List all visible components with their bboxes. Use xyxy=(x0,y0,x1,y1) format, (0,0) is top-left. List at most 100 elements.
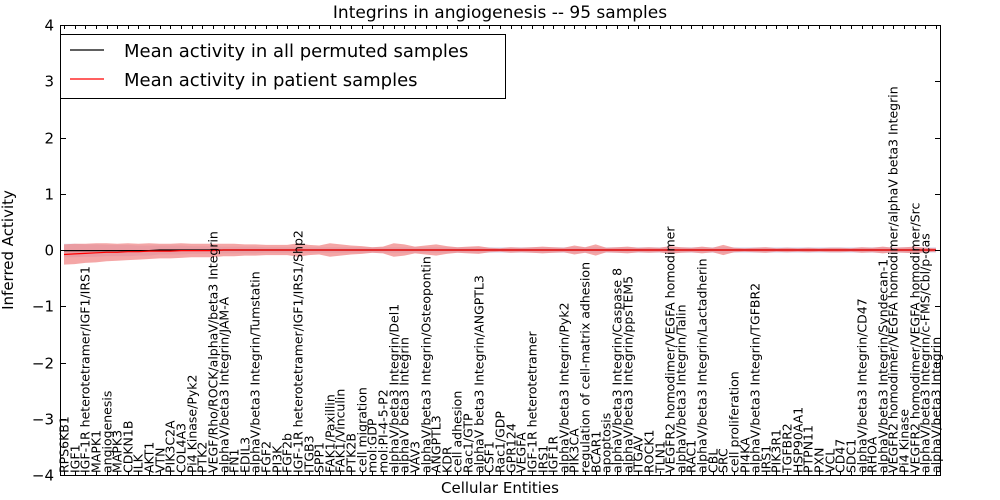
x-tick-label: mol:GDP xyxy=(365,418,380,473)
x-tick-label: FN1 xyxy=(227,449,242,474)
x-tick-label: alphaV beta3 Integrin xyxy=(397,337,412,473)
x-tick-label: cell proliferation xyxy=(727,371,742,473)
x-tick-label: IRS1 xyxy=(759,445,774,473)
x-tick-label: IGF1 xyxy=(68,444,83,473)
x-tick-label: PXN xyxy=(812,448,827,473)
x-tick-label: alphaV/beta3 Integrin/Lactadherin xyxy=(695,258,710,473)
band-patient xyxy=(64,243,936,265)
line-patient xyxy=(63,249,936,256)
y-tick-label: −3 xyxy=(32,411,54,429)
x-tick-label: ILK xyxy=(131,453,146,473)
x-axis xyxy=(64,25,937,475)
x-tick-label: mol:PI-4-5-P2 xyxy=(376,389,391,473)
y-tick-label: −2 xyxy=(32,355,54,373)
x-tick-label: TGFBR2 xyxy=(780,423,795,474)
x-tick-label: cell adhesion xyxy=(450,391,465,473)
series-lines xyxy=(63,249,936,256)
x-tick-label: FAK1/Vinculin xyxy=(333,389,348,473)
x-tick-label: HSP90AA1 xyxy=(791,407,806,473)
x-tick-label: alphaV/beta3 Integrin/Pyk2 xyxy=(557,302,572,473)
y-tick-label: 3 xyxy=(44,73,54,91)
x-tick-label: alphaV/beta3 Integrin/Del1 xyxy=(387,304,402,473)
x-tick-label: IGF-1R heterotetramer/IGF1/IRS1 xyxy=(78,266,93,473)
x-tick-label: IGF-1R heterotetramer xyxy=(525,330,540,473)
x-tick-label: MAPK3 xyxy=(110,430,125,473)
x-tick-label: PI4KA xyxy=(738,437,753,473)
y-tick-label: 4 xyxy=(44,17,54,35)
x-tick-label: IGF1R xyxy=(546,435,561,473)
x-tick-label: Rac1/GTP xyxy=(461,413,476,473)
x-tick-label: ROCK1 xyxy=(642,430,657,473)
x-tick-label: CBL xyxy=(706,449,721,473)
legend: Mean activity in all permuted samples Me… xyxy=(60,34,506,99)
x-tick-label: KDR xyxy=(440,446,455,473)
x-tick-label: IRS1 xyxy=(536,445,551,473)
x-tick-label: PTK2 xyxy=(195,442,210,473)
x-tick-label: regulation of cell-matrix adhesion xyxy=(578,262,593,473)
x-tick-label: alphaV/beta3 Integrin/ppsTEM5 xyxy=(621,276,636,473)
x-tick-label: VAV3 xyxy=(408,441,423,473)
x-tick-label: COL4A3 xyxy=(174,423,189,473)
x-tick-label: alphaV/beta3 Integrin/JAM-A xyxy=(217,297,232,473)
x-tick-label: alphaV/beta3 Integrin/c-FMS/Cbl/p-cas xyxy=(918,233,933,473)
x-tick-label: alphaV/beta3 Integrin/Tumstatin xyxy=(248,271,263,473)
x-tick-label: apoptosis xyxy=(599,413,614,473)
x-tick-label: ITGB3 xyxy=(302,435,317,473)
x-tick-label: RPS6KB1 xyxy=(57,416,72,473)
x-tick-label: CDKN1B xyxy=(121,421,136,473)
x-tick-label: VEGF/Rho/ROCK/alphaV/beta3 Integrin xyxy=(206,231,221,473)
x-tick-label: VEGFR2 homodimer/VEGFA homodimer/Src xyxy=(908,203,923,473)
x-tick-label: cell migration xyxy=(355,387,370,473)
x-tick-label: AKT1 xyxy=(142,442,157,473)
x-tick-label: SRC xyxy=(716,448,731,473)
x-tick-label: VCL xyxy=(823,449,838,473)
x-tick-label: ANGPTL3 xyxy=(429,415,444,473)
x-tick-label: IGF-1R heterotetramer/IGF1/IRS1/Shp2 xyxy=(291,230,306,473)
chart-title: Integrins in angiogenesis -- 95 samples xyxy=(333,3,667,23)
x-tick-label: alphaV/beta3 Integrin/Osteopontin xyxy=(419,256,434,473)
x-tick-label: Pi4 Kinase xyxy=(897,409,912,473)
x-tick-label: PIK3C2A xyxy=(163,420,178,473)
legend-label-permuted: Mean activity in all permuted samples xyxy=(124,41,468,62)
x-tick-label: FGF2b xyxy=(280,433,295,473)
x-tick-label: SPP1 xyxy=(312,442,327,473)
legend-box xyxy=(60,34,506,99)
x-tick-label: MAPK1 xyxy=(89,430,104,473)
x-tick-label: PTPN11 xyxy=(801,425,816,473)
x-tick-label: VEGFA xyxy=(514,432,529,473)
x-tick-label: VEGFR2 homodimer/VEGFA homodimer xyxy=(663,226,678,473)
x-tick-label: SDC1 xyxy=(844,439,859,473)
x-tick-label: FAK1/Paxillin xyxy=(323,394,338,473)
x-tick-label: FGF2 xyxy=(259,441,274,473)
x-tick-label: alphaV/beta3 Integrin/Talin xyxy=(674,305,689,474)
x-tick-label: TLN1 xyxy=(653,441,668,474)
y-axis: −4 −3 −2 −1 0 1 2 3 4 xyxy=(32,17,940,485)
x-tick-label: GPR124 xyxy=(504,423,519,473)
y-tick-label: 1 xyxy=(44,186,54,204)
x-axis-label: Cellular Entities xyxy=(441,479,559,497)
x-tick-label: RHOA xyxy=(865,436,880,473)
y-tick-label: 0 xyxy=(44,242,54,260)
x-tick-label: alphaV beta3 Integrin/ANGPTL3 xyxy=(472,275,487,473)
x-tick-label: Rac1/GDP xyxy=(493,411,508,473)
x-tick-label: VTN xyxy=(153,447,168,473)
x-tick-label: alphaV/beta3 Integrin xyxy=(929,337,944,473)
x-tick-label: PI3K xyxy=(270,445,285,473)
x-tick-label: Pi4 Kinase/Pyk2 xyxy=(185,375,200,473)
legend-label-patient: Mean activity in patient samples xyxy=(124,70,418,91)
x-tick-label: angiogenesis xyxy=(100,391,115,473)
x-tick-label: PIK3CA xyxy=(567,428,582,473)
y-tick-label: 2 xyxy=(44,130,54,148)
x-tick-label: ITGAV xyxy=(631,435,646,473)
x-tick-label: alphaV/beta3 Integrin/Syndecan-1 xyxy=(876,259,891,473)
x-tick-label: VEGFR2 homodimer/VEGFA homodimer/alphaV … xyxy=(886,86,901,473)
x-tick-label: CSF1 xyxy=(482,441,497,473)
x-tick-label: PIK3R1 xyxy=(769,429,784,473)
x-tick-label: alphaV/beta3 Integrin/CD47 xyxy=(855,298,870,473)
x-tick-label: BCAR1 xyxy=(589,431,604,473)
x-tick-label: RAC1 xyxy=(684,440,699,473)
x-tick-label: CD47 xyxy=(833,439,848,473)
y-tick-label: −4 xyxy=(32,467,54,485)
